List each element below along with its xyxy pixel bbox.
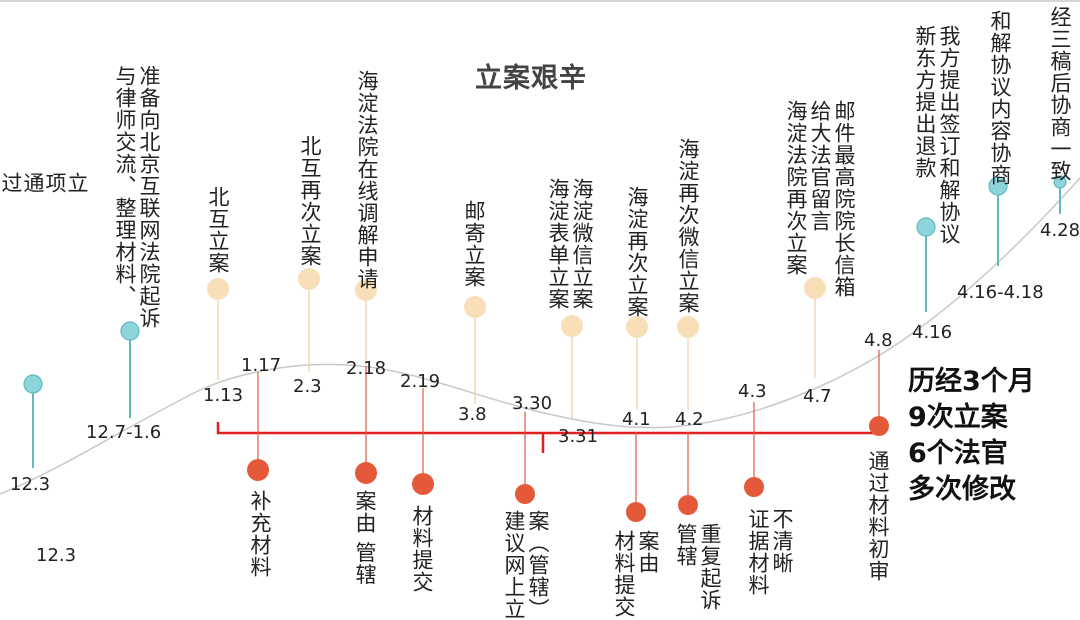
- date-label: 4.16: [912, 322, 953, 343]
- date-label: 1.13: [203, 385, 244, 406]
- event-label-mail-filing: 邮寄立案: [462, 200, 486, 288]
- event-label-beihu-refiling: 北互再次立案: [298, 135, 322, 267]
- issue-marker: [355, 462, 377, 484]
- event-label-beihu-filing: 北互立案: [206, 186, 230, 274]
- event-marker: [677, 316, 699, 338]
- event-marker: [561, 315, 583, 337]
- issue-label-cause-jurisdiction: 案由 管辖: [353, 490, 377, 586]
- event-marker: [916, 217, 936, 237]
- issue-label-cause-materials: 案由 材料提交: [612, 530, 660, 618]
- date-label: 2.19: [400, 371, 441, 392]
- event-label-haidian-wechat-form: 海淀微信立案 海淀表单立案: [546, 178, 594, 310]
- event-label-haidian-refiling: 海淀再次立案: [625, 186, 649, 318]
- event-marker: [23, 374, 43, 394]
- issue-label-online-filing-advice: 案（管辖） 建议网上立: [502, 510, 550, 620]
- event-marker: [804, 277, 826, 299]
- date-label: 12.3: [36, 545, 77, 566]
- issue-label-unclear-evidence: 不清晰 证据材料: [746, 508, 794, 596]
- summary-line: 9次立案: [908, 402, 1008, 433]
- issue-marker: [869, 416, 889, 436]
- event-marker: [355, 279, 377, 301]
- issue-marker: [744, 477, 764, 497]
- summary-line: 历经3个月: [908, 366, 1035, 397]
- event-label-prepare-lawsuit: 准备向北京互联网法院起诉 与律师交流、整理材料、: [113, 65, 161, 329]
- issue-label-material-submission: 材料提交: [410, 505, 434, 593]
- event-label-settlement-proposal: 我方提出签订和解协议 新东方提出退款: [913, 25, 961, 245]
- event-marker: [626, 316, 648, 338]
- date-label: 4.8: [864, 330, 893, 351]
- date-label: 4.16-4.18: [957, 282, 1044, 303]
- date-label: 4.1: [622, 409, 651, 430]
- event-marker: [1053, 175, 1067, 189]
- summary-box: 历经3个月 9次立案 6个法官 多次修改: [908, 364, 1035, 508]
- summary-line: 多次修改: [908, 474, 1016, 505]
- date-label: 12.3: [10, 474, 51, 495]
- event-label-haidian-mediation: 海淀法院在线调解申请: [355, 70, 379, 290]
- event-marker: [120, 321, 140, 341]
- diagram-title: 立案艰辛: [475, 63, 587, 94]
- issue-marker: [515, 484, 535, 504]
- issue-label-supplement-materials: 补充材料: [248, 490, 272, 578]
- event-label-settlement-negotiation: 和解协议内容协商: [988, 10, 1012, 186]
- date-label: 4.3: [738, 381, 767, 402]
- duration-bracket: [216, 422, 880, 453]
- issue-label-passed-review: 通过材料初审: [866, 450, 890, 582]
- date-label: 3.30: [512, 393, 553, 414]
- summary-line: 6个法官: [908, 438, 1008, 469]
- date-label: 12.7-1.6: [86, 422, 162, 443]
- event-marker: [207, 278, 229, 300]
- date-label: 2.3: [293, 376, 322, 397]
- event-label-project-approved: 立 项 通 过: [0, 172, 89, 194]
- issue-label-duplicate-suit: 重复起诉 管辖: [674, 523, 722, 611]
- event-marker: [464, 296, 486, 318]
- issue-marker: [678, 495, 698, 515]
- date-label: 3.31: [558, 426, 599, 447]
- event-label-supreme-court-mail: 邮件最高院院长信箱 给大法官留言 海淀法院再次立案: [784, 100, 856, 298]
- date-label: 3.8: [458, 404, 487, 425]
- date-label: 1.17: [241, 355, 282, 376]
- timeline-curve: [0, 177, 1080, 495]
- issue-marker: [247, 459, 269, 481]
- date-label: 2.18: [346, 358, 387, 379]
- date-label: 4.2: [675, 409, 704, 430]
- event-marker: [988, 176, 1008, 196]
- issue-marker: [412, 473, 434, 495]
- issue-marker: [626, 502, 646, 522]
- event-label-agreement-reached: 经三稿后协商一致: [1048, 6, 1072, 182]
- event-label-haidian-wechat-refiling: 海淀再次微信立案: [676, 138, 700, 314]
- date-label: 4.28: [1040, 220, 1080, 241]
- event-marker: [298, 268, 320, 290]
- date-label: 4.7: [803, 386, 832, 407]
